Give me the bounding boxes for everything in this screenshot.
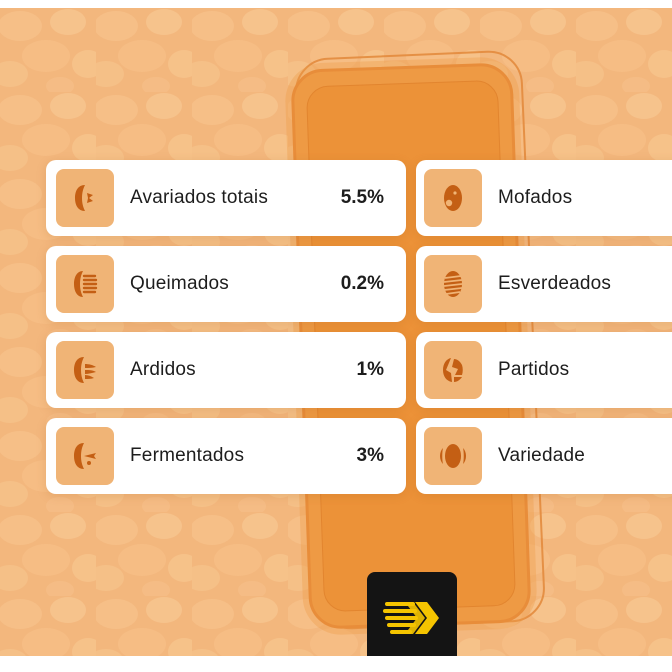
metric-card-mofados: Mofados <box>416 160 672 236</box>
bean-defect-icon <box>56 169 114 227</box>
metric-card-ardidos: Ardidos 1% <box>46 332 406 408</box>
metric-value: 3% <box>356 445 384 466</box>
metric-card-fermentados: Fermentados 3% <box>46 418 406 494</box>
bean-ardido-icon <box>56 341 114 399</box>
metric-label: Mofados <box>498 187 573 208</box>
metric-card-avariados-totais: Avariados totais 5.5% <box>46 160 406 236</box>
metric-card-esverdeados: Esverdeados <box>416 246 672 322</box>
bean-mold-icon <box>424 169 482 227</box>
metric-label: Queimados <box>130 273 229 294</box>
metric-label: Esverdeados <box>498 273 612 294</box>
bean-variety-icon <box>424 427 482 485</box>
metric-label: Fermentados <box>130 445 245 466</box>
metric-label: Variedade <box>498 445 586 466</box>
metric-label: Avariados totais <box>130 187 269 208</box>
brand-logo-icon <box>383 602 439 634</box>
metric-card-variedade: Variedade <box>416 418 672 494</box>
stage: Avariados totais 5.5% Queimados 0.2% Ard… <box>0 8 672 664</box>
metric-value: 0.2% <box>340 273 384 294</box>
bean-green-icon <box>424 255 482 313</box>
metric-card-queimados: Queimados 0.2% <box>46 246 406 322</box>
metric-label: Ardidos <box>130 359 196 380</box>
metric-value: 1% <box>356 359 384 380</box>
metric-label: Partidos <box>498 359 570 380</box>
bean-fermented-icon <box>56 427 114 485</box>
bean-broken-icon <box>424 341 482 399</box>
bean-burnt-icon <box>56 255 114 313</box>
brand-logo <box>367 572 457 664</box>
metric-value: 5.5% <box>340 187 384 208</box>
metric-card-partidos: Partidos <box>416 332 672 408</box>
